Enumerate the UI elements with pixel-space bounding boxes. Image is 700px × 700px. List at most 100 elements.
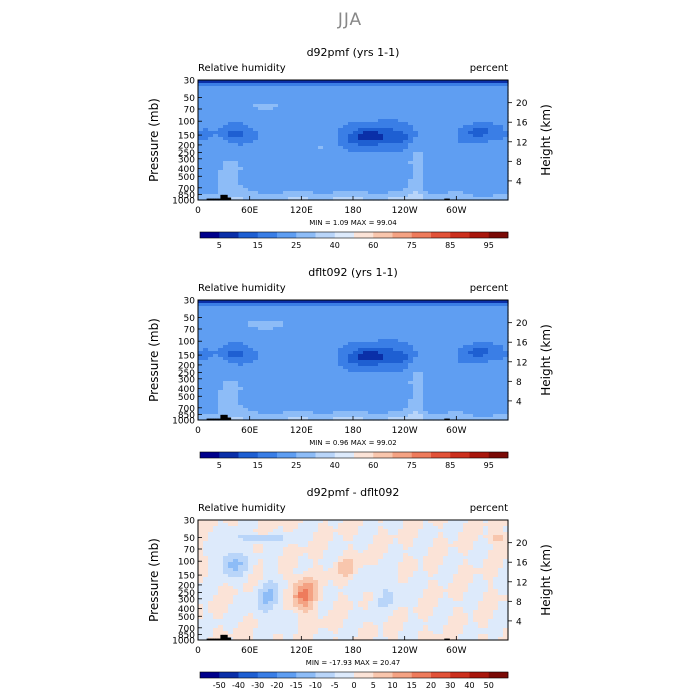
heatmap-cell — [373, 80, 379, 84]
heatmap-cell — [248, 315, 254, 319]
heatmap-cell — [278, 357, 284, 361]
heatmap-cell — [478, 116, 484, 120]
heatmap-cell — [313, 363, 319, 367]
heatmap-cell — [303, 167, 309, 171]
heatmap-cell — [418, 89, 424, 93]
heatmap-cell — [378, 345, 384, 349]
heatmap-cell — [243, 360, 249, 364]
heatmap-cell — [433, 164, 439, 168]
heatmap-cell — [318, 167, 324, 171]
heatmap-cell — [503, 390, 509, 394]
heatmap-cell — [368, 125, 374, 129]
heatmap-cell — [238, 360, 244, 364]
heatmap-cell — [383, 318, 389, 322]
heatmap-cell — [483, 191, 489, 195]
heatmap-cell — [333, 387, 339, 391]
heatmap-cell — [428, 140, 434, 144]
heatmap-cell — [488, 333, 494, 337]
heatmap-cell — [273, 125, 279, 129]
heatmap-cell — [418, 357, 424, 361]
heatmap-cell — [503, 384, 509, 388]
heatmap-cell — [268, 336, 274, 340]
heatmap-cell — [258, 86, 264, 90]
heatmap-cell — [218, 176, 224, 180]
heatmap-cell — [433, 107, 439, 111]
heatmap-cell — [358, 185, 364, 189]
heatmap-cell — [433, 197, 439, 201]
heatmap-cell — [248, 384, 254, 388]
heatmap-cell — [403, 86, 409, 90]
heatmap-cell — [493, 408, 499, 412]
heatmap-cell — [433, 80, 439, 84]
heatmap-cell — [413, 381, 419, 385]
heatmap-cell — [203, 170, 209, 174]
heatmap-cell — [453, 303, 459, 307]
heatmap-cell — [333, 101, 339, 105]
heatmap-cell — [318, 80, 324, 84]
heatmap-cell — [303, 110, 309, 114]
heatmap-cell — [298, 399, 304, 403]
heatmap-cell — [448, 360, 454, 364]
heatmap-cell — [478, 86, 484, 90]
heatmap-cell — [218, 321, 224, 325]
heatmap-cell — [258, 98, 264, 102]
heatmap-cell — [278, 140, 284, 144]
heatmap-cell — [423, 399, 429, 403]
colorbar-swatch — [277, 232, 297, 238]
heatmap-cell — [278, 158, 284, 162]
heatmap-cell — [258, 309, 264, 313]
heatmap-cell — [338, 107, 344, 111]
heatmap-cell — [338, 116, 344, 120]
heatmap-cell — [453, 146, 459, 150]
heatmap-cell — [203, 116, 209, 120]
heatmap-cell — [388, 104, 394, 108]
heatmap-cell — [243, 86, 249, 90]
heatmap-cell — [383, 131, 389, 135]
heatmap-cell — [318, 92, 324, 96]
heatmap-cell — [448, 164, 454, 168]
heatmap-cell — [333, 197, 339, 201]
heatmap-cell — [393, 170, 399, 174]
heatmap-cell — [303, 137, 309, 141]
heatmap-cell — [343, 119, 349, 123]
heatmap-cell — [248, 197, 254, 201]
heatmap-cell — [493, 312, 499, 316]
heatmap-cell — [318, 357, 324, 361]
heatmap-cell — [413, 330, 419, 334]
heatmap-cell — [478, 83, 484, 87]
heatmap-cell — [248, 366, 254, 370]
heatmap-cell — [258, 366, 264, 370]
heatmap-cell — [208, 158, 214, 162]
heatmap-cell — [208, 173, 214, 177]
heatmap-cell — [313, 381, 319, 385]
heatmap-cell — [263, 116, 269, 120]
heatmap-cell — [493, 179, 499, 183]
heatmap-cell — [378, 173, 384, 177]
heatmap-cell — [253, 396, 259, 400]
heatmap-cell — [273, 384, 279, 388]
heatmap-cell — [458, 170, 464, 174]
heatmap-cell — [388, 375, 394, 379]
heatmap-cell — [413, 104, 419, 108]
heatmap-cell — [443, 327, 449, 331]
heatmap-cell — [378, 167, 384, 171]
heatmap-cell — [203, 185, 209, 189]
heatmap-cell — [383, 191, 389, 195]
heatmap-cell — [433, 309, 439, 313]
heatmap-cell — [328, 185, 334, 189]
heatmap-cell — [253, 384, 259, 388]
heatmap-cell — [258, 131, 264, 135]
heatmap-cell — [418, 179, 424, 183]
heatmap-cell — [378, 357, 384, 361]
heatmap-cell — [273, 327, 279, 331]
heatmap-cell — [498, 101, 504, 105]
heatmap-cell — [393, 300, 399, 304]
heatmap-cell — [298, 321, 304, 325]
heatmap-cell — [283, 351, 289, 355]
heatmap-cell — [313, 375, 319, 379]
heatmap-cell — [393, 194, 399, 198]
heatmap-cell — [388, 110, 394, 114]
heatmap-cell — [323, 140, 329, 144]
heatmap-cell — [343, 164, 349, 168]
heatmap-cell — [348, 116, 354, 120]
